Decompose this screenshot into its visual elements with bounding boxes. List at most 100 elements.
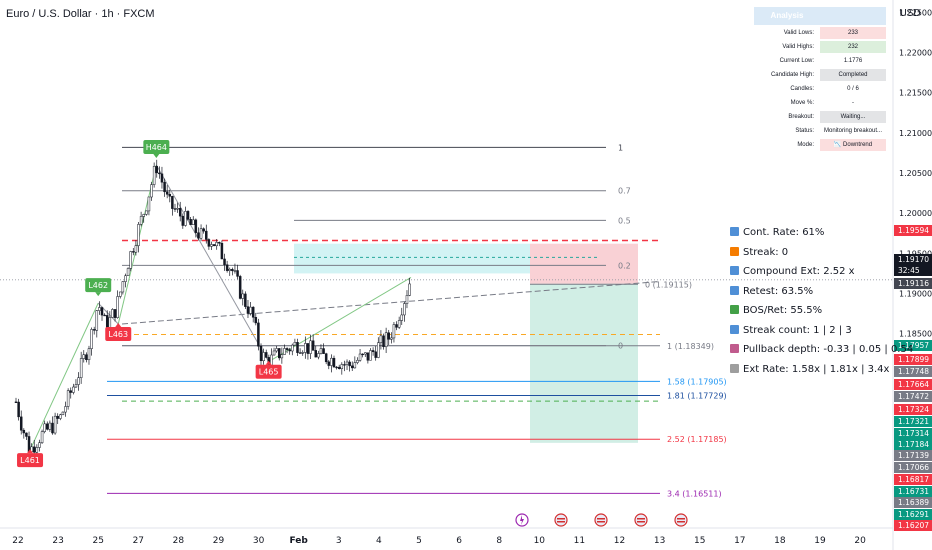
currency-button[interactable]: USD <box>899 8 921 19</box>
y-tick-label: 1.18500 <box>899 330 932 339</box>
candle-body <box>236 270 239 277</box>
price-axis-label: 1.17899 <box>898 355 929 364</box>
price-axis-label-bg <box>894 379 932 390</box>
candle-body <box>32 446 36 453</box>
candle-body <box>165 191 169 195</box>
candle-body <box>278 348 281 359</box>
price-axis-label: 1.19170 <box>898 255 929 264</box>
price-axis-label: 32:45 <box>898 266 920 275</box>
pivot-badge <box>105 327 132 341</box>
flag-stripe <box>597 518 605 520</box>
price-axis-label: 1.17314 <box>898 429 929 438</box>
x-tick-label: 4 <box>376 536 382 546</box>
analysis-key: Valid Highs: <box>782 43 814 50</box>
price-axis-label-bg <box>894 428 932 439</box>
pivot-label: H464 <box>146 143 167 152</box>
price-axis-label: 1.19116 <box>898 279 929 288</box>
candle-body <box>327 361 331 366</box>
candle-body <box>14 401 18 403</box>
candle-body <box>90 329 93 349</box>
analysis-row: Move %: - <box>754 96 886 109</box>
pivot-label: L463 <box>108 330 128 339</box>
candle-body <box>77 377 80 385</box>
legend-text: Cont. Rate: 61% <box>743 227 825 238</box>
stop-loss-box <box>530 243 638 284</box>
line-chart-icon <box>730 324 739 334</box>
candle-body <box>374 351 377 358</box>
candle-body <box>173 208 177 210</box>
x-tick-label: 18 <box>774 536 786 546</box>
price-axis-label-bg <box>894 366 932 377</box>
pivot-badge <box>255 364 282 379</box>
candle-body <box>408 283 411 296</box>
price-axis-label: 1.17748 <box>898 367 929 376</box>
legend-item: Pullback depth: -0.33 | 0.05 | 0.54 <box>730 343 913 363</box>
candle-body <box>309 340 312 354</box>
candle-body <box>48 422 52 430</box>
candle-body <box>191 219 195 225</box>
candle-body <box>139 216 143 225</box>
y-tick-label: 1.21000 <box>899 129 932 138</box>
analysis-value: 📉 Downtrend <box>820 138 886 151</box>
candle-body <box>124 275 127 282</box>
flag-stripe <box>637 518 645 520</box>
candle-body <box>35 447 39 453</box>
flag-stripe <box>557 521 565 523</box>
candle-body <box>72 386 75 393</box>
legend-text: Ext Rate: 1.58x | 1.81x | 3.4x <box>743 363 890 375</box>
price-axis-label: 1.17664 <box>898 380 929 389</box>
candle-body <box>186 211 190 220</box>
y-tick-label: 1.21500 <box>899 89 932 98</box>
candle-body <box>337 366 341 369</box>
ruler-icon <box>730 363 739 373</box>
candle-body <box>137 224 140 246</box>
candle-body <box>259 345 263 362</box>
candle-body <box>82 354 86 359</box>
legend-text: BOS/Ret: 55.5% <box>743 305 823 316</box>
candle-body <box>291 344 294 352</box>
check-icon <box>730 305 739 314</box>
x-tick-label: 11 <box>574 536 585 546</box>
y-tick-label: 1.20000 <box>899 209 932 218</box>
us-flag-icon <box>594 513 608 527</box>
price-axis-label: 1.16731 <box>898 487 929 496</box>
price-axis-label: 1.16389 <box>898 498 929 507</box>
pivot-badge-pointer <box>95 292 102 297</box>
candle-body <box>249 306 252 314</box>
y-tick-label: 1.19000 <box>899 289 932 298</box>
price-axis-label-bg <box>894 416 932 427</box>
legend-item: Ext Rate: 1.58x | 1.81x | 3.4x <box>730 363 913 383</box>
price-axis-label-bg <box>894 462 932 473</box>
legend-item: Streak: 0 <box>730 246 913 266</box>
candle-body <box>207 239 211 247</box>
legend-item: BOS/Ret: 55.5% <box>730 304 913 324</box>
symbol-title[interactable]: Euro / U.S. Dollar · 1h · FXCM <box>6 8 155 20</box>
analysis-key: Candles: <box>790 85 814 92</box>
price-axis-label-bg <box>894 497 932 508</box>
analysis-key: Breakout: <box>788 113 814 120</box>
candle-body <box>371 350 375 353</box>
analysis-row: Mode: 📉 Downtrend <box>754 138 886 151</box>
candle-body <box>379 335 383 344</box>
candle-body <box>288 349 291 352</box>
candle-body <box>150 184 153 198</box>
price-axis-label: 1.19594 <box>898 226 929 235</box>
candle-body <box>56 415 59 419</box>
candle-body <box>59 414 62 419</box>
candle-body <box>285 348 289 350</box>
x-tick-label: 20 <box>854 536 866 546</box>
candle-body <box>231 268 234 272</box>
candle-body <box>178 208 182 217</box>
legend-text: Retest: 63.5% <box>743 285 814 297</box>
pivot-badge <box>85 278 112 293</box>
price-axis-label: 1.17324 <box>898 405 929 414</box>
price-axis-label-bg <box>894 520 932 531</box>
x-tick-label: 5 <box>416 536 422 546</box>
analysis-row: Breakout: Waiting... <box>754 110 886 123</box>
candle-body <box>317 353 320 358</box>
legend-item: Streak count: 1 | 2 | 3 <box>730 324 913 344</box>
analysis-value: Completed <box>820 68 886 81</box>
candle-body <box>53 415 57 434</box>
x-tick-label: 17 <box>734 536 745 546</box>
